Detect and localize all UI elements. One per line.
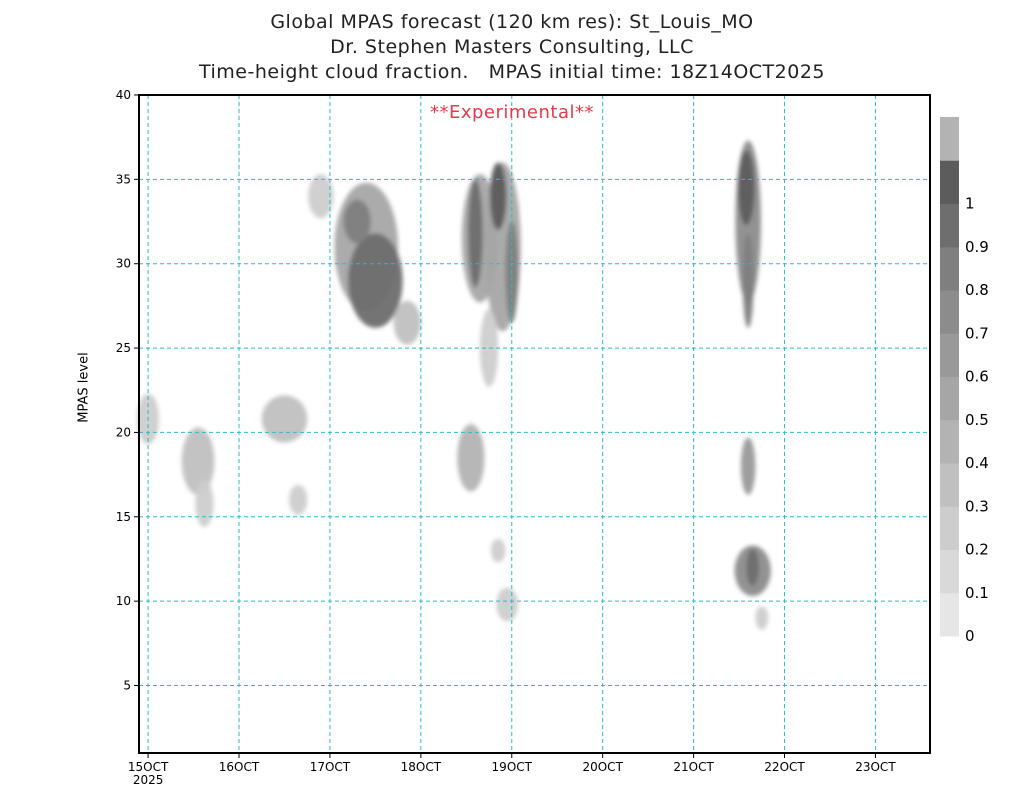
colorbar-swatch bbox=[940, 203, 959, 248]
cloud-feature bbox=[348, 233, 403, 328]
cloud-feature bbox=[181, 427, 215, 495]
cloud-feature bbox=[393, 300, 421, 345]
colorbar-label: 0.5 bbox=[965, 411, 989, 429]
x-tick-label: 19OCT bbox=[492, 760, 533, 774]
colorbar-swatch bbox=[940, 549, 959, 594]
colorbar-swatch bbox=[940, 117, 959, 161]
y-tick-label: 5 bbox=[123, 679, 131, 693]
y-tick-label: 10 bbox=[116, 594, 131, 608]
cloud-feature bbox=[343, 199, 371, 244]
y-tick-label: 25 bbox=[116, 341, 131, 355]
colorbar-label: 0.8 bbox=[965, 281, 989, 299]
cloud-feature bbox=[738, 150, 755, 225]
colorbar-label: 0 bbox=[965, 627, 975, 645]
grid-lines bbox=[139, 95, 930, 753]
cloud-feature bbox=[496, 587, 519, 622]
cloud-feature bbox=[289, 484, 308, 516]
colorbar: 0 0.1 0.2 0.3 0.4 0.5 0.6 0.7 0.8 0.9 1 bbox=[940, 117, 989, 645]
x-tick-label: 16OCT bbox=[219, 760, 260, 774]
chart-title-line-2: Dr. Stephen Masters Consulting, LLC bbox=[330, 36, 694, 58]
colorbar-swatch bbox=[940, 290, 959, 334]
cloud-feature bbox=[742, 233, 754, 328]
cloud-feature bbox=[308, 174, 334, 219]
cloud-feature bbox=[468, 179, 483, 288]
chart-title-line-3: Time-height cloud fraction. MPAS initial… bbox=[198, 61, 826, 83]
y-tick-label: 15 bbox=[116, 510, 131, 524]
colorbar-label: 0.7 bbox=[965, 324, 989, 342]
colorbar-swatch bbox=[940, 333, 959, 377]
cloud-feature bbox=[489, 162, 507, 230]
cloud-feature bbox=[740, 437, 756, 495]
colorbar-label: 0.4 bbox=[965, 454, 989, 472]
colorbar-swatch bbox=[940, 506, 959, 550]
colorbar-swatch bbox=[940, 463, 959, 507]
colorbar-swatch bbox=[940, 246, 959, 291]
cloud-feature bbox=[746, 548, 760, 586]
x-tick-label: 15OCT bbox=[128, 760, 169, 774]
chart-titles: Global MPAS forecast (120 km res): St_Lo… bbox=[0, 10, 1024, 85]
plot-frame bbox=[138, 94, 931, 754]
y-tick-label: 30 bbox=[116, 257, 131, 271]
cloud-feature bbox=[195, 479, 214, 527]
colorbar-swatch bbox=[940, 592, 959, 637]
x-tick-label: 22OCT bbox=[764, 760, 805, 774]
x-tick-label: 23OCT bbox=[855, 760, 896, 774]
cloud-feature bbox=[490, 538, 506, 563]
colorbar-swatch bbox=[940, 160, 959, 204]
x-tick-label: 21OCT bbox=[673, 760, 714, 774]
cloud-feature bbox=[261, 395, 308, 443]
chart-title-line-1: Global MPAS forecast (120 km res): St_Lo… bbox=[270, 11, 754, 33]
cloud-feature bbox=[457, 424, 485, 492]
y-axis-label: MPAS level bbox=[76, 352, 92, 423]
x-tick-label: 17OCT bbox=[310, 760, 351, 774]
colorbar-swatch bbox=[940, 419, 959, 464]
colorbar-label: 0.6 bbox=[965, 368, 989, 386]
colorbar-label: 0.3 bbox=[965, 497, 989, 515]
y-tick-label: 35 bbox=[116, 172, 131, 186]
cloud-field bbox=[137, 140, 771, 630]
experimental-annotation: **Experimental** bbox=[429, 102, 595, 123]
cloud-feature bbox=[755, 606, 769, 630]
colorbar-label: 0.2 bbox=[965, 541, 989, 559]
colorbar-label: 0.1 bbox=[965, 584, 989, 602]
x-tick-label: 18OCT bbox=[401, 760, 442, 774]
colorbar-label: 0.9 bbox=[965, 238, 989, 256]
x-tick-label: 20OCT bbox=[582, 760, 623, 774]
y-tick-label: 40 bbox=[116, 88, 131, 102]
colorbar-label: 1 bbox=[965, 195, 975, 213]
x-tick-year-label: 2025 bbox=[133, 773, 164, 787]
colorbar-swatch bbox=[940, 376, 959, 421]
y-tick-label: 20 bbox=[116, 425, 131, 439]
y-axis-ticks: 5 10 15 20 25 30 35 40 bbox=[116, 88, 139, 693]
